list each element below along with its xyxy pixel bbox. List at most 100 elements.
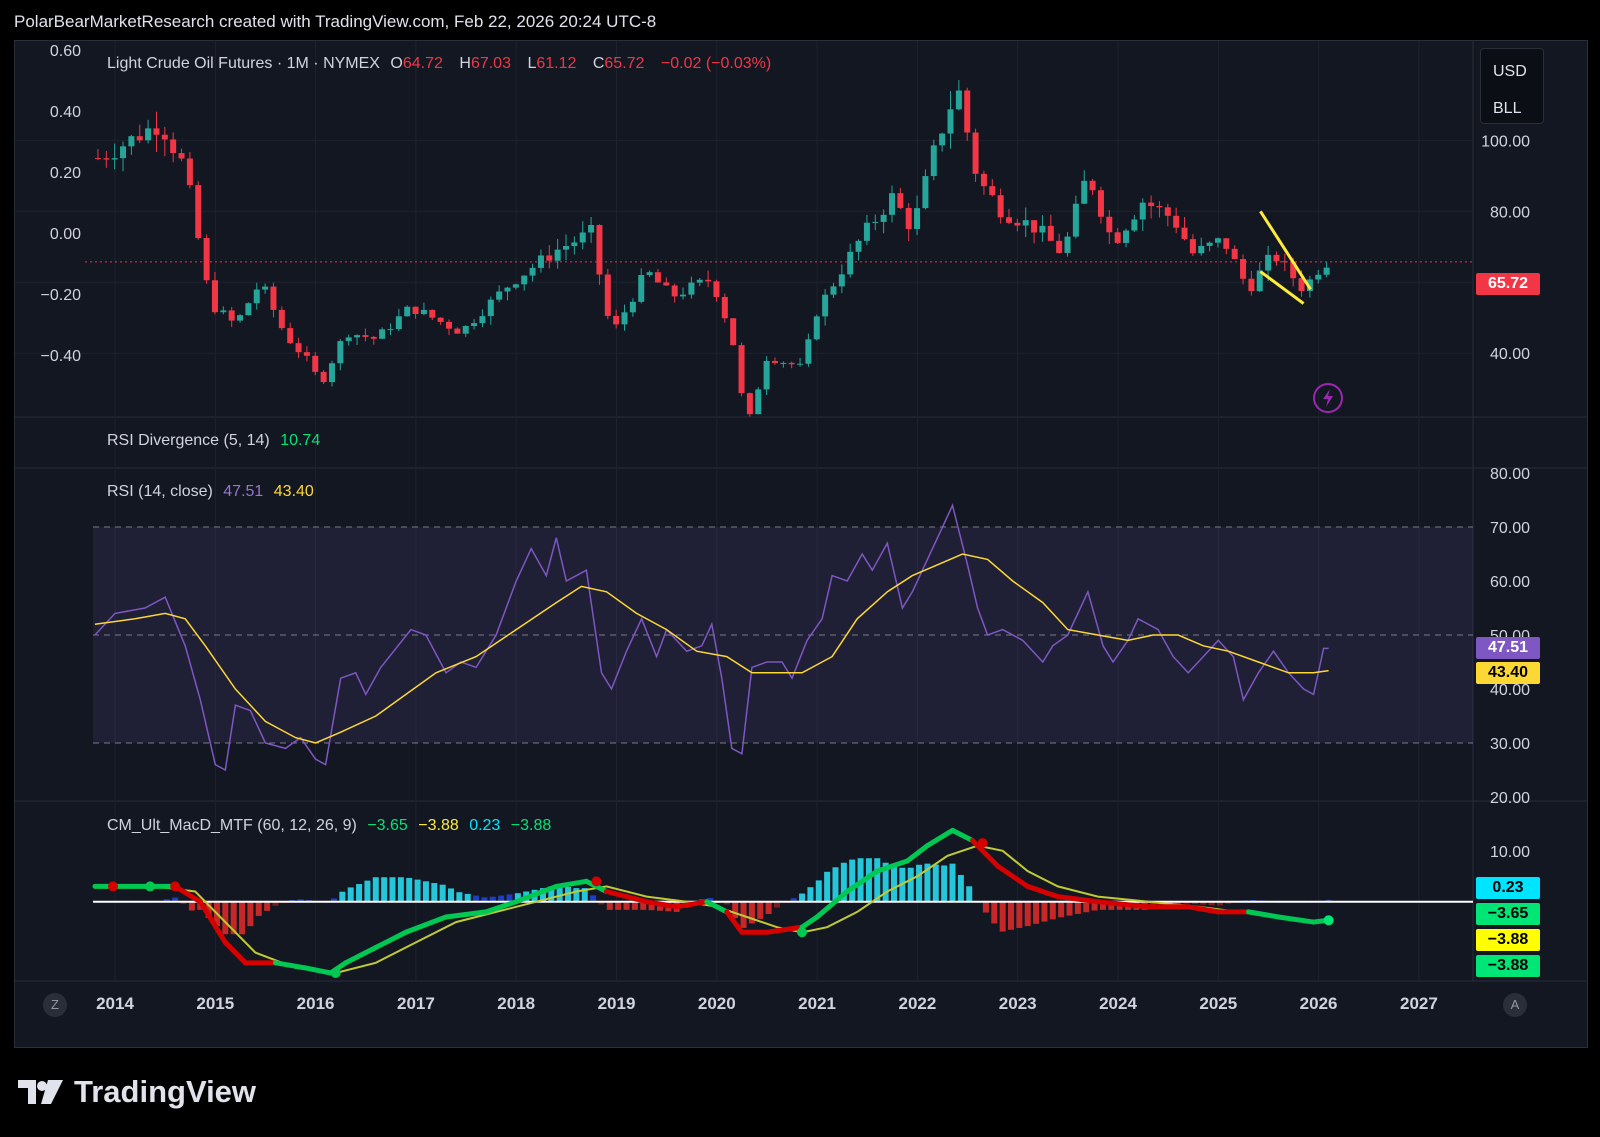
- macd-histogram-bar: [1033, 901, 1040, 924]
- macd-histogram-bar: [890, 865, 897, 902]
- macd-histogram-bar: [991, 901, 998, 924]
- chart-canvas[interactable]: 2014 2015 2016 2017 2018 2019 2020 2021 2022 2023…: [15, 41, 1587, 1047]
- candle-body: [897, 193, 904, 208]
- candle-body: [813, 316, 820, 340]
- macd-histogram-bar: [615, 901, 622, 910]
- rsi-lines: [93, 503, 1473, 772]
- candle-body: [454, 328, 461, 334]
- macd-histogram-bar: [464, 893, 471, 902]
- y-left-tick-label: 0.00: [50, 226, 81, 243]
- candle-body: [888, 193, 895, 215]
- price-badge: 65.72: [1476, 273, 1540, 295]
- macd-line-segment: [799, 914, 820, 930]
- candle-body: [863, 222, 870, 241]
- macd-histogram-bar: [481, 897, 488, 902]
- macd-y-tick-label: 10.00: [1490, 844, 1530, 861]
- macd-histogram-bar: [163, 899, 170, 902]
- macd-line-segment: [644, 899, 680, 910]
- candle-body: [788, 362, 795, 365]
- candle-body: [362, 335, 369, 337]
- macd-cross-dot: [170, 881, 181, 892]
- candle-body: [947, 109, 954, 134]
- candle-body: [1022, 220, 1029, 226]
- macd-histogram-bar: [364, 880, 371, 902]
- macd-histogram-bar: [448, 888, 455, 902]
- macd-line-segment: [844, 868, 880, 894]
- high-value: 67.03: [470, 55, 511, 72]
- macd-line-segment: [904, 843, 930, 864]
- macd-badge-signal: −3.88: [1476, 929, 1540, 951]
- zoom-reset-button[interactable]: Z: [43, 993, 67, 1017]
- macd-line-segment: [995, 863, 1031, 889]
- candle-body: [1031, 220, 1038, 233]
- candle-body: [955, 90, 962, 110]
- candle-body: [1014, 222, 1021, 226]
- y-right-tick-label: 40.00: [1490, 346, 1530, 363]
- macd-cross-dot: [797, 927, 808, 938]
- candle-body: [989, 186, 996, 196]
- candle-body: [178, 153, 185, 159]
- macd-histogram-bar: [1008, 901, 1015, 930]
- candle-body: [571, 242, 578, 247]
- candle-body: [295, 343, 302, 353]
- candle-body: [763, 360, 770, 390]
- lightning-icon[interactable]: [1312, 382, 1344, 414]
- candle-body: [462, 325, 469, 334]
- macd-histogram-bar: [790, 898, 797, 902]
- macd-cross-dot: [145, 881, 156, 892]
- candle-body: [1097, 190, 1104, 217]
- macd-line-segment: [443, 909, 489, 920]
- tradingview-logo: TradingView: [18, 1074, 256, 1110]
- candle-body: [145, 128, 152, 141]
- candle-body: [1273, 254, 1280, 262]
- candle-body: [303, 352, 310, 356]
- rsi-line: [94, 503, 1329, 772]
- macd-histogram-bar: [966, 886, 973, 902]
- candle-body: [186, 158, 193, 186]
- macd-line-segment: [483, 899, 519, 915]
- macd-histogram-bar: [840, 862, 847, 902]
- symbol-label: Light Crude Oil Futures · 1M · NYMEX: [107, 55, 380, 72]
- macd-line-segment: [373, 929, 409, 951]
- currency-unit-box[interactable]: USD BLL: [1480, 48, 1544, 124]
- candle-body: [629, 301, 636, 313]
- macd-legend: CM_Ult_MacD_MTF (60, 12, 26, 9) −3.65 −3…: [107, 817, 552, 834]
- candle-body: [437, 317, 444, 322]
- candle-body: [504, 287, 511, 292]
- macd-histogram-bar: [1191, 901, 1198, 905]
- macd-line-segment: [674, 899, 710, 910]
- macd-line-segment: [874, 858, 910, 874]
- candle-body: [880, 214, 887, 222]
- macd-histogram-bar: [907, 867, 914, 902]
- macd-histogram-bar: [832, 867, 839, 902]
- tradingview-logo-icon: [18, 1080, 63, 1104]
- macd-histogram-bar: [799, 893, 806, 902]
- candle-body: [939, 133, 946, 146]
- macd-histogram-bar: [1058, 901, 1065, 918]
- x-tick-label: 2018: [497, 994, 535, 1013]
- chart-frame[interactable]: 2014 2015 2016 2017 2018 2019 2020 2021 2022 2023…: [14, 40, 1588, 1048]
- macd-histogram-bar: [882, 862, 889, 902]
- candle-body: [111, 158, 118, 160]
- macd-histogram-bar: [581, 888, 588, 902]
- macd-histogram-bar: [389, 877, 396, 902]
- axis-labels: 2014 2015 2016 2017 2018 2019 2020 2021 2022 2023…: [41, 43, 1531, 1013]
- macd-cross-dot: [591, 876, 602, 887]
- macd-histogram-bar: [765, 901, 772, 914]
- candle-body: [94, 158, 101, 160]
- candle-body: [1089, 180, 1096, 191]
- macd-histogram-bar: [849, 859, 856, 902]
- macd-histogram-bar: [623, 901, 630, 910]
- macd-histogram-bar: [941, 865, 948, 902]
- macd-histogram-bar: [1024, 901, 1031, 927]
- candle-body: [1290, 261, 1297, 279]
- macd-histogram-bar: [356, 884, 363, 902]
- candle-body: [1006, 217, 1013, 223]
- candle-body: [546, 255, 553, 261]
- y-left-tick-label: −0.40: [41, 348, 82, 365]
- candle-body: [705, 279, 712, 282]
- candle-body: [588, 225, 595, 233]
- candle-body: [1056, 240, 1063, 253]
- auto-scale-button[interactable]: A: [1503, 993, 1527, 1017]
- macd-histogram-bar: [548, 886, 555, 902]
